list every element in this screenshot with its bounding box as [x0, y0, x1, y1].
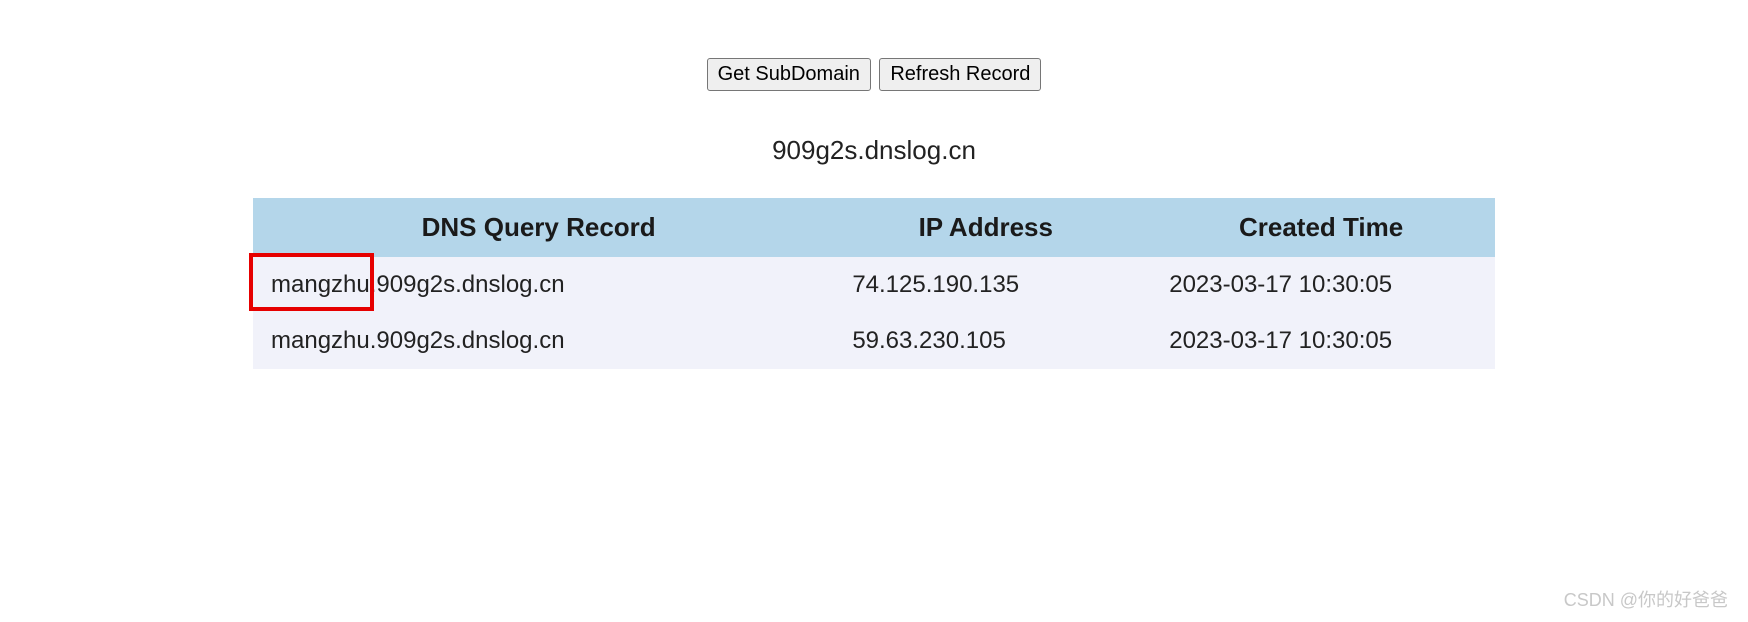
- refresh-record-button[interactable]: Refresh Record: [879, 58, 1041, 91]
- cell-ip-address: 59.63.230.105: [824, 313, 1147, 369]
- column-header-ip-address: IP Address: [824, 198, 1147, 257]
- cell-dns-query: mangzhu.909g2s.dnslog.cn: [253, 257, 824, 313]
- subdomain-display: 909g2s.dnslog.cn: [0, 99, 1748, 198]
- cell-dns-query: mangzhu.909g2s.dnslog.cn: [253, 313, 824, 369]
- table-header-row: DNS Query Record IP Address Created Time: [253, 198, 1495, 257]
- cell-ip-address: 74.125.190.135: [824, 257, 1147, 313]
- cell-created-time: 2023-03-17 10:30:05: [1147, 313, 1495, 369]
- dns-record-table-wrap: DNS Query Record IP Address Created Time…: [253, 198, 1495, 369]
- column-header-dns-query: DNS Query Record: [253, 198, 824, 257]
- table-row: mangzhu.909g2s.dnslog.cn 59.63.230.105 2…: [253, 313, 1495, 369]
- cell-created-time: 2023-03-17 10:30:05: [1147, 257, 1495, 313]
- button-row: Get SubDomain Refresh Record: [0, 0, 1748, 99]
- table-row: mangzhu.909g2s.dnslog.cn 74.125.190.135 …: [253, 257, 1495, 313]
- dns-record-table: DNS Query Record IP Address Created Time…: [253, 198, 1495, 369]
- get-subdomain-button[interactable]: Get SubDomain: [707, 58, 871, 91]
- watermark: CSDN @你的好爸爸: [1564, 586, 1728, 612]
- column-header-created-time: Created Time: [1147, 198, 1495, 257]
